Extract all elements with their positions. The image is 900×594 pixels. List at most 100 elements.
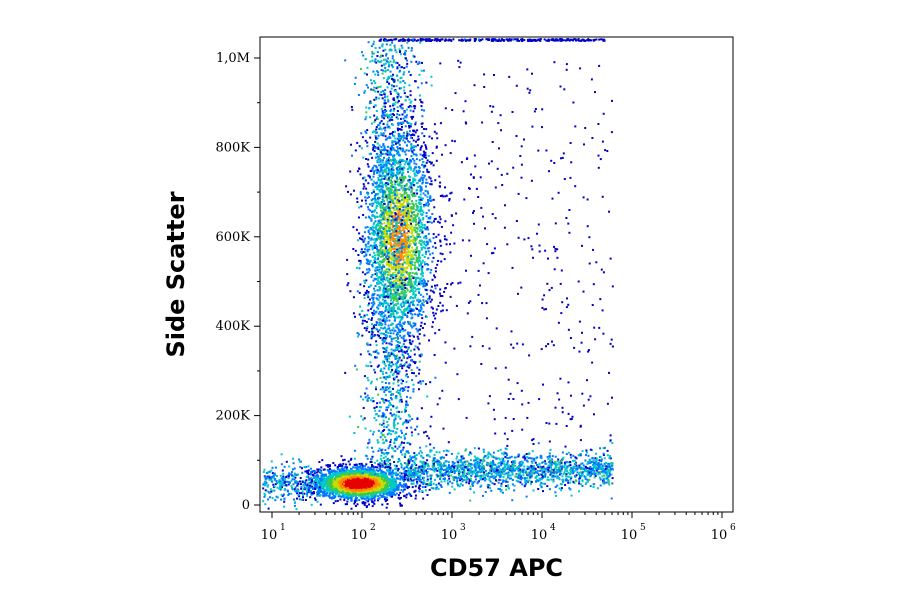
event-dot [407,277,410,280]
event-dot [392,248,395,251]
event-dot [373,164,376,167]
event-dot [353,189,355,192]
event-dot [365,463,368,466]
event-dot [397,135,400,137]
event-dot [414,254,417,257]
event-dot [372,238,375,241]
event-dot [316,468,319,471]
event-dot [399,482,402,484]
event-dot [418,368,421,371]
event-dot [421,254,424,257]
event-dot [419,146,422,149]
event-dot [382,216,385,219]
event-dot [366,495,369,498]
event-dot [399,170,402,172]
event-dot [425,212,428,214]
event-dot [403,488,406,491]
event-dot [381,386,384,389]
event-dot [422,211,425,214]
event-dot [340,476,343,479]
event-dot [370,319,373,321]
event-dot [375,87,378,90]
event-dot [401,135,403,138]
event-dot [354,472,357,475]
event-dot [389,248,392,251]
event-dot [409,331,412,334]
event-dot [402,271,405,274]
event-dot [345,463,348,466]
event-dot [350,481,353,484]
event-dot [383,496,386,499]
event-dot [399,263,402,266]
event-dot [378,464,381,467]
event-dot [425,128,428,131]
event-dot [445,243,448,246]
event-dot [392,267,395,270]
event-dot [389,290,392,293]
event-dot [417,217,420,220]
event-dot [410,209,413,212]
event-dot [415,276,418,279]
event-dot [371,156,374,159]
event-dot [405,309,408,312]
event-dot [412,217,415,220]
event-dot [403,204,405,207]
event-dot [404,478,407,481]
event-dot [417,186,419,189]
event-dot [330,481,333,484]
event-dot [400,295,403,298]
event-dot [368,263,371,266]
event-dot [399,176,402,179]
event-dot [403,474,406,477]
event-dot [391,495,393,498]
event-dot [410,168,413,171]
event-dot [435,159,438,162]
event-dot [402,256,405,259]
event-dot [392,301,394,304]
event-dot [359,496,362,499]
event-dot [354,466,357,469]
event-dot [376,479,379,482]
event-dot [410,224,413,227]
event-dot [360,471,363,474]
event-dot [376,251,379,254]
event-dot [402,228,405,231]
event-dot [399,257,402,260]
event-dot [389,243,392,246]
event-dot [378,289,381,292]
event-dot [390,299,392,302]
event-dot [421,317,424,320]
event-dot [281,469,284,472]
event-dot [410,275,413,277]
event-dot [364,484,367,487]
event-dot [382,490,385,493]
event-dot [338,468,341,471]
event-dot [441,153,443,156]
event-dot [370,337,373,340]
event-dot [361,334,364,337]
event-dot [385,506,388,509]
event-dot [383,192,386,195]
event-dot [363,495,366,498]
event-dot [410,115,413,118]
event-dot [366,129,369,132]
event-dot [291,474,294,477]
event-dot [400,292,403,295]
event-dot [377,498,380,501]
event-dot [414,266,417,269]
event-dot [403,220,406,223]
event-dot [368,216,371,219]
event-dot [381,110,384,113]
event-dot [412,139,415,142]
event-dot [364,494,366,496]
event-dot [376,261,379,264]
event-dot [319,479,322,482]
event-dot [397,477,400,480]
event-dot [389,242,392,245]
event-dot [397,129,399,132]
event-dot [377,222,380,225]
event-dot [412,285,415,288]
event-dot [404,226,407,229]
event-dot [427,268,430,271]
event-dot [375,206,378,209]
